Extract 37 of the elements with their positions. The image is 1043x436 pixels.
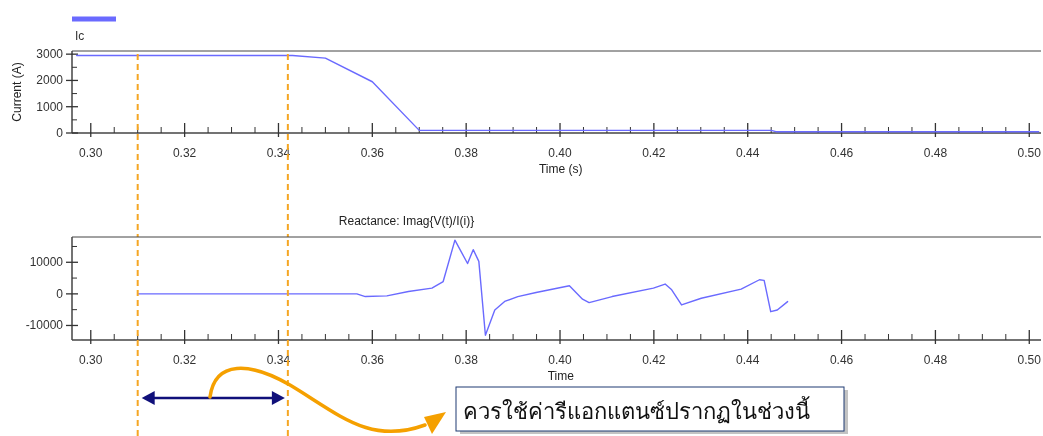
x-tick-label: 0.36 xyxy=(360,353,385,367)
y-axis-title: Current (A) xyxy=(10,62,24,122)
x-tick-label: 0.44 xyxy=(736,353,760,367)
x-tick-label: 0.40 xyxy=(548,353,573,367)
y-tick-label: -10000 xyxy=(25,318,64,333)
line-series xyxy=(137,239,789,336)
y-tick-label: 1000 xyxy=(36,99,64,114)
x-tick-label: 0.50 xyxy=(1017,146,1042,160)
x-tick-label: 0.40 xyxy=(548,146,573,160)
x-tick-label: 0.48 xyxy=(923,353,948,367)
x-tick-label: 0.46 xyxy=(829,353,854,367)
x-tick-label: 0.32 xyxy=(172,353,197,367)
x-tick-label: 0.38 xyxy=(454,146,479,160)
x-tick-label: 0.30 xyxy=(79,353,103,367)
x-tick-label: 0.42 xyxy=(642,146,666,160)
x-tick-label: 0.46 xyxy=(829,146,854,160)
y-tick-label: 10000 xyxy=(29,255,64,270)
x-tick-label: 0.36 xyxy=(360,146,385,160)
y-tick-label: 2000 xyxy=(36,73,64,88)
x-tick-label: 0.44 xyxy=(736,146,760,160)
text: ควรใช้ค่ารีแอกแตนซ์ปรากฏในช่วงนี้ xyxy=(463,396,810,424)
legend-label: Ic xyxy=(75,29,85,43)
x-tick-label: 0.30 xyxy=(79,146,103,160)
x-tick-label: 0.38 xyxy=(454,353,479,367)
y-tick-label: 0 xyxy=(56,126,64,140)
x-tick-label: 0.48 xyxy=(923,146,948,160)
x-tick-label: 0.32 xyxy=(172,146,197,160)
x-tick-label: 0.42 xyxy=(642,353,666,367)
y-tick-label: 0 xyxy=(56,286,64,301)
x-axis-title: Time xyxy=(547,369,575,383)
x-tick-label: 0.50 xyxy=(1017,353,1042,367)
line-series xyxy=(75,54,1040,133)
x-axis-title: Time (s) xyxy=(539,162,583,176)
y-tick-label: 3000 xyxy=(36,47,64,62)
x-tick-label: 0.34 xyxy=(266,146,291,160)
chart-title: Reactance: Imag{V(t)/I(i)} xyxy=(338,214,475,228)
x-tick-label: 0.34 xyxy=(266,353,291,367)
